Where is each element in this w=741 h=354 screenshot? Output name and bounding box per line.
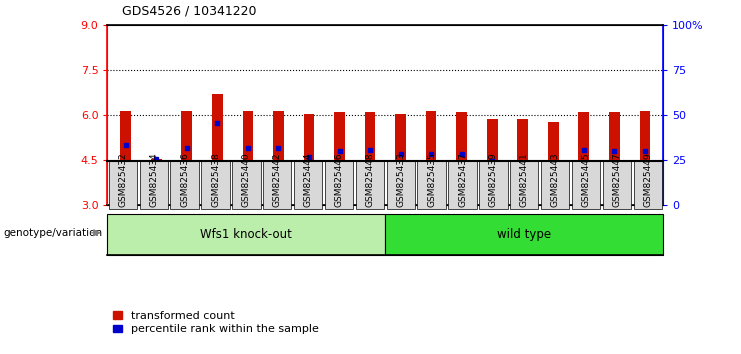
Text: GSM825434: GSM825434 — [149, 153, 159, 207]
Text: GSM825436: GSM825436 — [180, 152, 189, 207]
Text: GSM825440: GSM825440 — [242, 153, 251, 207]
Text: GSM825445: GSM825445 — [582, 153, 591, 207]
Bar — [426, 110, 436, 205]
Text: GSM825444: GSM825444 — [304, 153, 313, 207]
Text: genotype/variation: genotype/variation — [4, 228, 103, 238]
Bar — [212, 94, 223, 205]
Text: GSM825449: GSM825449 — [643, 153, 652, 207]
Bar — [579, 112, 589, 205]
Bar — [487, 119, 497, 205]
Text: GSM825438: GSM825438 — [211, 152, 220, 207]
Bar — [334, 112, 345, 205]
Bar — [304, 114, 314, 205]
Text: GSM825435: GSM825435 — [427, 152, 436, 207]
Bar — [395, 114, 406, 205]
Text: GSM825432: GSM825432 — [119, 153, 127, 207]
Bar — [273, 110, 284, 205]
Bar — [609, 112, 619, 205]
Text: GSM825439: GSM825439 — [489, 152, 498, 207]
Text: GSM825442: GSM825442 — [273, 153, 282, 207]
Text: GSM825448: GSM825448 — [365, 153, 374, 207]
Text: GSM825446: GSM825446 — [334, 153, 344, 207]
Bar — [456, 112, 467, 205]
Bar — [121, 110, 131, 205]
Bar — [182, 110, 192, 205]
Bar — [365, 112, 376, 205]
Bar — [639, 110, 650, 205]
Text: Wfs1 knock-out: Wfs1 knock-out — [201, 228, 292, 241]
Text: GDS4526 / 10341220: GDS4526 / 10341220 — [122, 5, 257, 18]
Text: GSM825447: GSM825447 — [612, 153, 622, 207]
Bar — [517, 119, 528, 205]
Text: GSM825433: GSM825433 — [396, 152, 405, 207]
Bar — [548, 122, 559, 205]
Text: GSM825441: GSM825441 — [519, 153, 529, 207]
Text: GSM825437: GSM825437 — [458, 152, 467, 207]
Bar — [151, 159, 162, 205]
Legend: transformed count, percentile rank within the sample: transformed count, percentile rank withi… — [113, 311, 319, 334]
Text: GSM825443: GSM825443 — [551, 153, 559, 207]
Bar — [242, 110, 253, 205]
Text: wild type: wild type — [497, 228, 551, 241]
